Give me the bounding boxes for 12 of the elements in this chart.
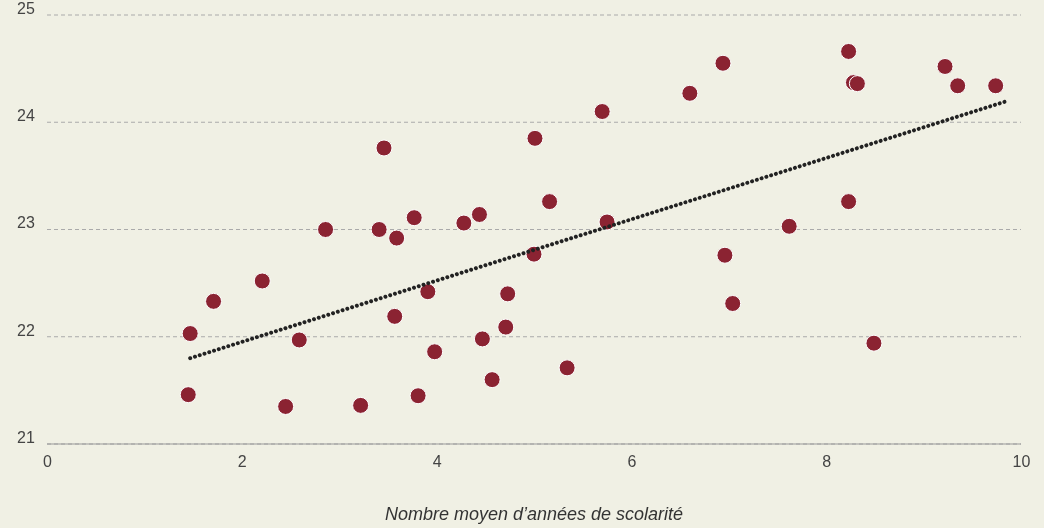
y-tick-label: 24 [17,107,35,125]
x-tick-label: 8 [822,453,832,471]
x-tick-label: 0 [43,453,53,471]
x-tick-label: 4 [432,453,442,471]
y-tick-label: 21 [17,428,35,446]
x-tick-label: 2 [237,453,247,471]
x-axis-title: Nombre moyen d’années de scolarité [384,504,684,524]
x-tick-label: 6 [627,453,637,471]
y-tick-label: 23 [17,214,35,232]
y-tick-label: 22 [17,321,35,339]
y-tick-label: 25 [17,0,35,17]
x-tick-label: 10 [1012,453,1031,471]
